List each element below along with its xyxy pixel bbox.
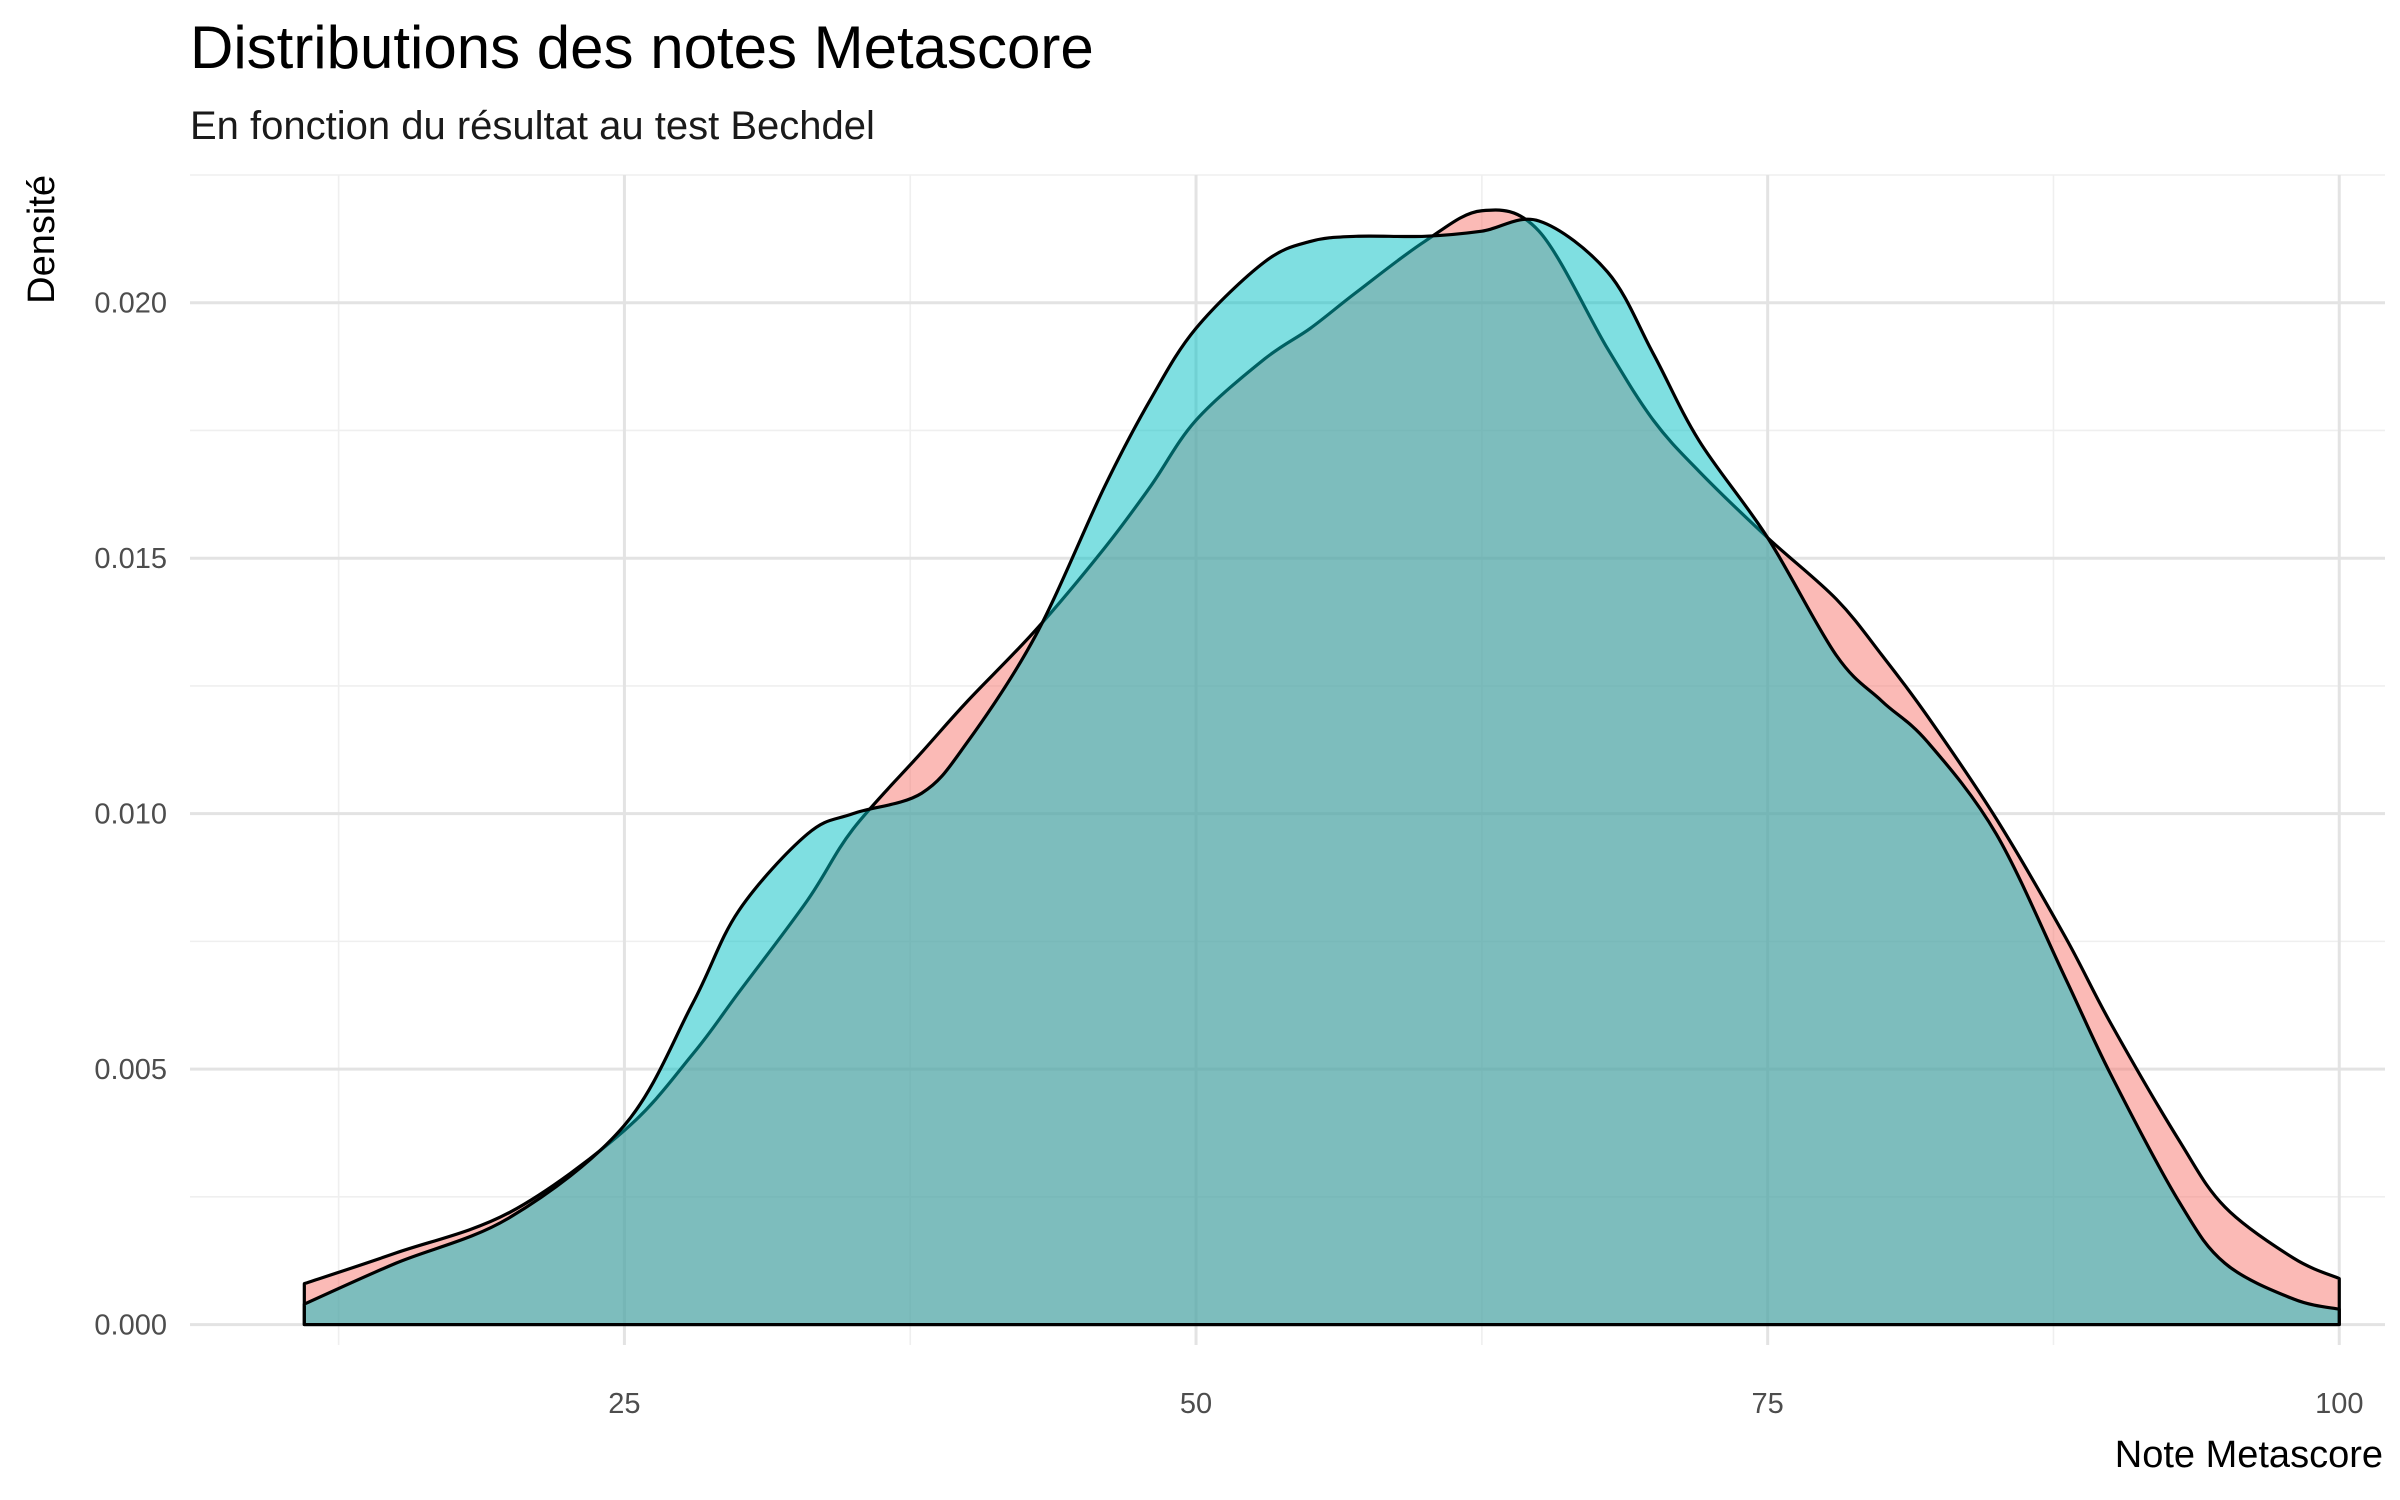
y-tick-label: 0.005 (94, 1054, 167, 1086)
chart-title: Distributions des notes Metascore (190, 14, 1094, 81)
density-area-series-2 (302, 217, 2341, 1327)
y-tick-label: 0.010 (94, 799, 167, 831)
density-areas (302, 208, 2341, 1327)
y-tick-label: 0.020 (94, 288, 167, 320)
chart-subtitle: En fonction du résultat au test Bechdel (190, 104, 875, 148)
y-tick-label: 0.000 (94, 1310, 167, 1342)
x-axis-title: Note Metascore (2115, 1434, 2383, 1476)
x-tick-label: 100 (2315, 1388, 2363, 1420)
x-tick-label: 25 (608, 1388, 640, 1420)
y-axis-title: Densité (21, 175, 63, 304)
axis-labels: 25 50 75 100 0.000 0.005 0.010 0.015 0.020 (94, 288, 2363, 1420)
y-tick-label: 0.015 (94, 543, 167, 575)
x-tick-label: 75 (1752, 1388, 1784, 1420)
x-tick-label: 50 (1180, 1388, 1212, 1420)
